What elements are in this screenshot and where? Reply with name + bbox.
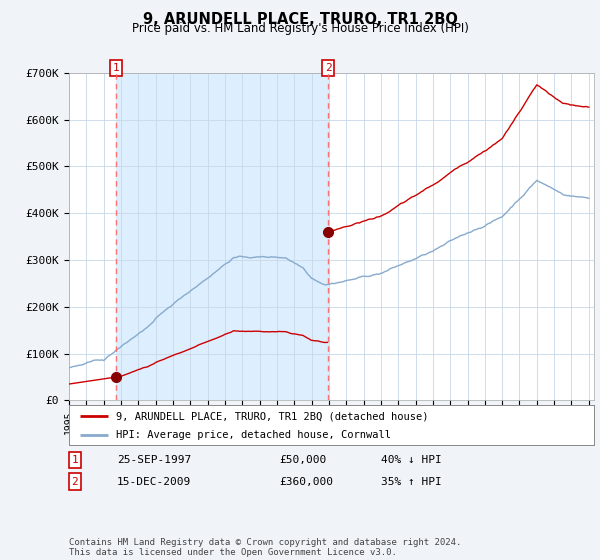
Text: 25-SEP-1997: 25-SEP-1997	[117, 455, 191, 465]
Text: 9, ARUNDELL PLACE, TRURO, TR1 2BQ: 9, ARUNDELL PLACE, TRURO, TR1 2BQ	[143, 12, 457, 27]
Text: 15-DEC-2009: 15-DEC-2009	[117, 477, 191, 487]
Text: Price paid vs. HM Land Registry's House Price Index (HPI): Price paid vs. HM Land Registry's House …	[131, 22, 469, 35]
Text: £360,000: £360,000	[279, 477, 333, 487]
Text: Contains HM Land Registry data © Crown copyright and database right 2024.
This d: Contains HM Land Registry data © Crown c…	[69, 538, 461, 557]
Text: 1: 1	[71, 455, 79, 465]
Text: 1: 1	[113, 63, 119, 73]
Bar	[116, 73, 328, 400]
Text: 35% ↑ HPI: 35% ↑ HPI	[381, 477, 442, 487]
Text: 2: 2	[325, 63, 332, 73]
Text: 40% ↓ HPI: 40% ↓ HPI	[381, 455, 442, 465]
Text: 2: 2	[71, 477, 79, 487]
Text: £50,000: £50,000	[279, 455, 326, 465]
Text: HPI: Average price, detached house, Cornwall: HPI: Average price, detached house, Corn…	[116, 430, 391, 440]
Text: 9, ARUNDELL PLACE, TRURO, TR1 2BQ (detached house): 9, ARUNDELL PLACE, TRURO, TR1 2BQ (detac…	[116, 411, 429, 421]
